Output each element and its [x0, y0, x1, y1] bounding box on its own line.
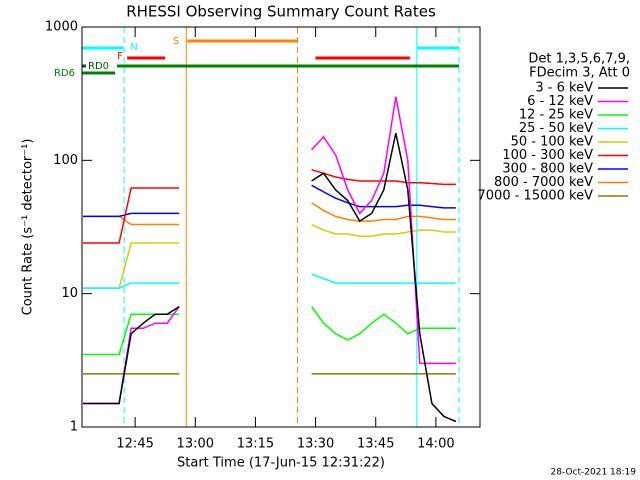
x-axis-label: Start Time (17-Jun-15 12:31:22): [177, 456, 385, 471]
y-tick-label: 1000: [45, 20, 78, 35]
y-tick-label: 100: [53, 153, 78, 168]
flag-label: RD0: [88, 61, 109, 72]
legend-label: 6 - 12 keV: [527, 94, 593, 109]
legend-label: 800 - 7000 keV: [494, 175, 593, 190]
legend-label: 50 - 100 keV: [511, 135, 594, 150]
x-tick-label: 13:15: [237, 437, 274, 452]
x-tick-label: 14:00: [417, 437, 454, 452]
legend-header: Det 1,3,5,6,7,9,: [528, 52, 630, 67]
legend-label: 100 - 300 keV: [502, 148, 593, 163]
y-axis-label: Count Rate (s⁻¹ detector⁻¹): [21, 139, 36, 316]
flag-label: N: [130, 42, 137, 53]
flag-label: S: [173, 36, 179, 47]
chart-title: RHESSI Observing Summary Count Rates: [126, 3, 436, 21]
legend-label: 25 - 50 keV: [519, 121, 593, 136]
x-tick-label: 12:45: [116, 437, 153, 452]
series-line: [83, 273, 456, 289]
x-tick-label: 13:00: [177, 437, 214, 452]
x-tick-label: 13:45: [357, 437, 394, 452]
plot-frame: [81, 26, 481, 428]
flag-label: F: [117, 51, 123, 62]
y-tick-label: 1: [70, 420, 78, 435]
flag-label: RD6: [54, 68, 75, 79]
series-line: [83, 184, 456, 218]
series-line: [83, 132, 457, 423]
series-line: [83, 168, 456, 244]
legend-label: 3 - 6 keV: [535, 81, 593, 96]
legend-label: 300 - 800 keV: [502, 162, 593, 177]
legend-label: 12 - 25 keV: [519, 108, 593, 123]
x-tick-label: 13:30: [297, 437, 334, 452]
y-tick-label: 10: [61, 286, 78, 301]
legend-header: FDecim 3, Att 0: [529, 66, 630, 81]
footer: 28-Oct-2021 18:19: [551, 468, 637, 478]
legend-label: 7000 - 15000 keV: [478, 189, 594, 204]
